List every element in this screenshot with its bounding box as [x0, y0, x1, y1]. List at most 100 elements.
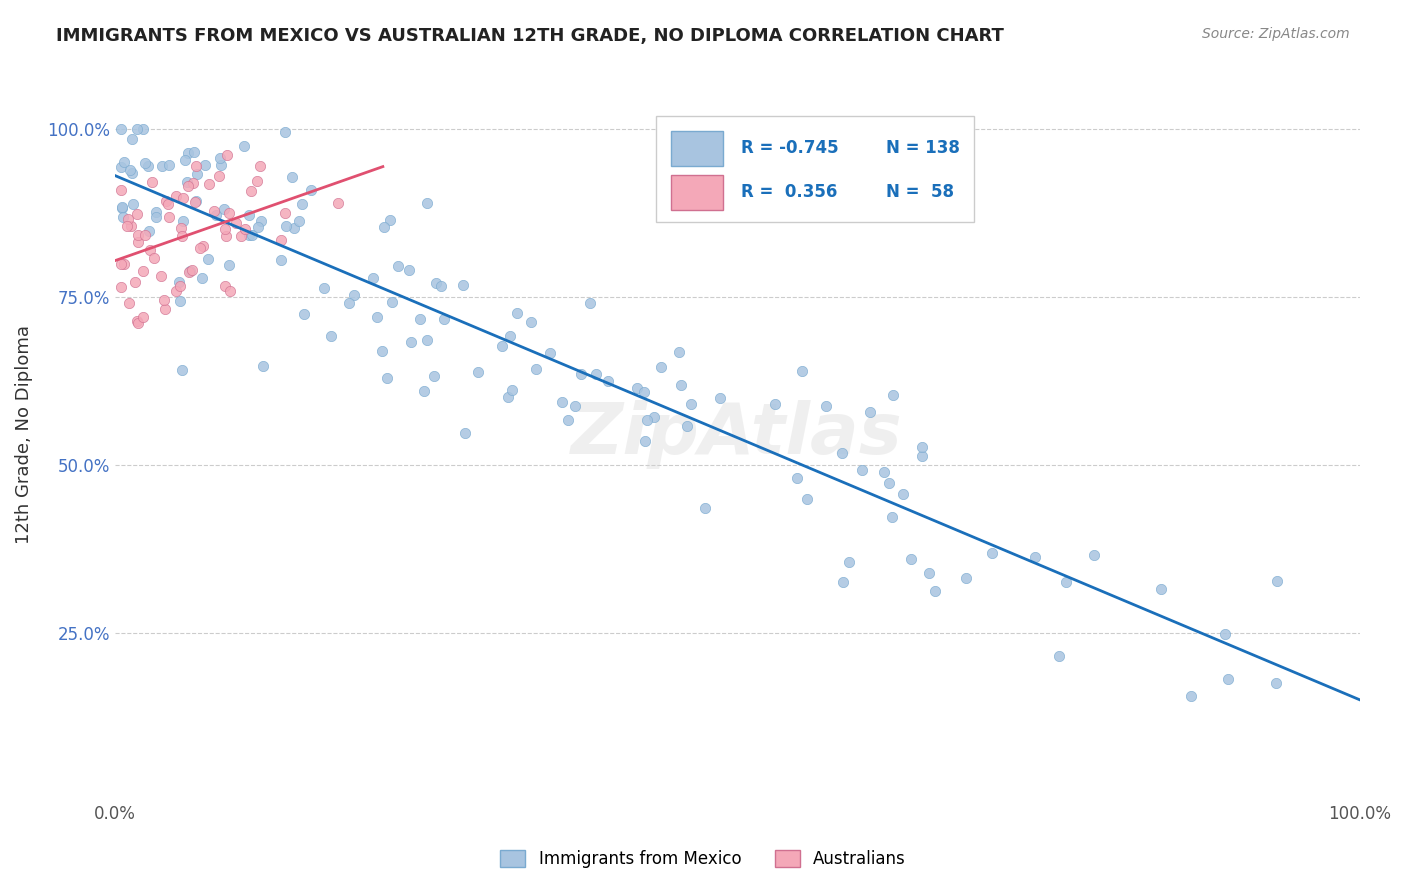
Point — [319, 329, 342, 343]
Point — [1216, 672, 1239, 686]
Point — [169, 279, 191, 293]
Point — [111, 210, 134, 224]
Point — [276, 219, 298, 233]
Point — [242, 228, 264, 243]
Point — [643, 409, 665, 424]
Point — [859, 405, 882, 419]
Point — [792, 364, 814, 378]
Point — [900, 551, 922, 566]
Point — [150, 159, 173, 173]
Point — [194, 158, 217, 172]
Point — [249, 214, 271, 228]
Point — [169, 294, 191, 309]
Point — [145, 204, 167, 219]
Point — [524, 361, 547, 376]
Point — [202, 204, 225, 219]
Point — [246, 174, 269, 188]
Point — [112, 257, 135, 271]
Point — [911, 440, 934, 454]
Point — [238, 228, 260, 243]
Text: IMMIGRANTS FROM MEXICO VS AUSTRALIAN 12TH GRADE, NO DIPLOMA CORRELATION CHART: IMMIGRANTS FROM MEXICO VS AUSTRALIAN 12T… — [56, 27, 1004, 45]
Point — [274, 206, 297, 220]
Point — [155, 302, 177, 317]
Point — [110, 257, 132, 271]
Point — [186, 167, 208, 181]
Point — [1264, 676, 1286, 690]
Point — [1054, 574, 1077, 589]
Point — [361, 271, 384, 285]
Point — [172, 191, 194, 205]
Point — [918, 566, 941, 580]
Point — [398, 263, 420, 277]
Point — [1213, 627, 1236, 641]
Point — [430, 279, 453, 293]
Point — [184, 195, 207, 210]
Point — [240, 184, 263, 198]
Y-axis label: 12th Grade, No Diploma: 12th Grade, No Diploma — [15, 325, 32, 544]
FancyBboxPatch shape — [671, 175, 724, 210]
Point — [578, 295, 600, 310]
Point — [838, 555, 860, 569]
Point — [125, 313, 148, 327]
Point — [467, 365, 489, 379]
Point — [152, 293, 174, 308]
Point — [337, 296, 360, 310]
Point — [170, 229, 193, 244]
Point — [291, 196, 314, 211]
Point — [796, 491, 818, 506]
Point — [143, 251, 166, 265]
Point — [179, 265, 201, 279]
Point — [893, 487, 915, 501]
Point — [191, 238, 214, 252]
FancyBboxPatch shape — [657, 116, 973, 222]
Point — [1267, 574, 1289, 588]
Point — [252, 359, 274, 373]
Point — [233, 222, 256, 236]
Point — [246, 220, 269, 235]
Point — [111, 201, 134, 215]
Point — [328, 196, 350, 211]
Point — [167, 275, 190, 289]
Point — [981, 546, 1004, 560]
Point — [882, 388, 904, 402]
Point — [112, 154, 135, 169]
Point — [127, 122, 149, 136]
Point — [851, 463, 873, 477]
Point — [1047, 648, 1070, 663]
Point — [569, 367, 592, 381]
Point — [650, 359, 672, 374]
Point — [409, 312, 432, 326]
Point — [433, 312, 456, 326]
Point — [214, 222, 236, 236]
Point — [911, 450, 934, 464]
Point — [191, 271, 214, 285]
Point — [110, 280, 132, 294]
Point — [117, 212, 139, 227]
Text: N = 138: N = 138 — [887, 138, 960, 157]
Point — [636, 412, 658, 426]
Point — [232, 138, 254, 153]
Point — [110, 160, 132, 174]
Point — [423, 369, 446, 384]
Point — [564, 399, 586, 413]
Point — [249, 160, 271, 174]
Point — [633, 434, 655, 449]
Text: N =  58: N = 58 — [887, 183, 955, 201]
Point — [416, 195, 439, 210]
Point — [1150, 582, 1173, 596]
Point — [177, 146, 200, 161]
Point — [118, 296, 141, 310]
Text: R =  0.356: R = 0.356 — [741, 183, 837, 201]
Point — [1180, 689, 1202, 703]
Point — [138, 224, 160, 238]
Point — [165, 188, 187, 202]
Point — [626, 381, 648, 395]
Point — [342, 288, 364, 302]
Point — [145, 211, 167, 225]
Point — [170, 221, 193, 235]
Text: ZipAtlas: ZipAtlas — [571, 401, 903, 469]
Point — [132, 264, 155, 278]
Point — [186, 159, 208, 173]
Point — [122, 197, 145, 211]
Point — [219, 284, 242, 298]
